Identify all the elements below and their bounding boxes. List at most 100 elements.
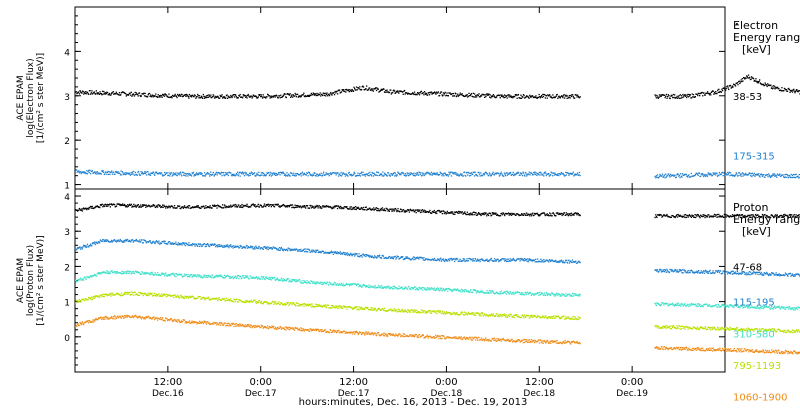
electron-point (164, 173, 166, 176)
electron-point (489, 96, 491, 98)
proton-point (434, 211, 436, 213)
proton-point (701, 215, 704, 218)
proton-point (360, 254, 363, 257)
proton-point (464, 211, 466, 213)
proton-point (509, 213, 511, 215)
proton-point (355, 206, 357, 208)
proton-point (437, 258, 439, 260)
proton-point (749, 271, 752, 273)
electron-point (510, 95, 512, 97)
proton-point (162, 241, 164, 243)
proton-point (362, 253, 365, 255)
proton-point (353, 208, 355, 210)
electron-point (480, 95, 483, 97)
electron-point (192, 171, 195, 174)
electron-point (258, 174, 261, 177)
proton-point (530, 258, 532, 261)
electron-point (772, 173, 774, 175)
proton-point (656, 214, 659, 216)
electron-point (165, 94, 167, 96)
electron-point (256, 172, 258, 174)
electron-point (718, 88, 720, 90)
electron-point (766, 174, 769, 176)
electron-point (654, 94, 656, 96)
proton-point (733, 273, 735, 275)
proton-point (538, 214, 540, 216)
proton-point (465, 259, 468, 262)
electron-point (789, 175, 791, 177)
electron-point (708, 94, 711, 96)
proton-point (375, 256, 377, 258)
proton-point (348, 208, 350, 210)
proton-point (412, 256, 414, 258)
proton-point (186, 206, 188, 208)
proton-point (743, 271, 745, 274)
electron-point (443, 92, 446, 95)
proton-point (285, 249, 287, 251)
electron-point (369, 87, 371, 89)
electron-point (503, 175, 505, 177)
electron-point (710, 173, 712, 175)
electron-point (83, 171, 85, 173)
electron-point (232, 174, 234, 177)
proton-point (376, 256, 378, 258)
electron-point (137, 93, 139, 96)
proton-point (418, 209, 420, 211)
electron-point (280, 171, 282, 173)
proton-point (288, 205, 290, 207)
proton-point (466, 258, 468, 260)
electron-point (449, 92, 451, 94)
electron-point (216, 174, 218, 176)
proton-point (757, 273, 759, 276)
proton-point (303, 248, 305, 251)
proton-point (775, 272, 777, 274)
proton-point (109, 206, 111, 208)
proton-point (568, 262, 571, 264)
proton-point (549, 259, 551, 262)
electron-point (127, 172, 129, 174)
electron-point (422, 92, 424, 94)
proton-point (525, 212, 528, 214)
proton-point (230, 204, 232, 206)
electron-point (499, 174, 501, 176)
proton-point (87, 207, 89, 210)
electron-point (448, 171, 450, 173)
proton-point (698, 270, 700, 272)
electron-point (698, 172, 701, 174)
electron-point (177, 173, 180, 175)
electron-point (788, 87, 790, 90)
proton-point (305, 251, 308, 253)
electron-point (239, 175, 241, 177)
electron-point (201, 173, 203, 175)
electron-point (493, 95, 495, 97)
proton-point (346, 207, 349, 210)
proton-point (524, 213, 526, 215)
electron-point (521, 95, 523, 98)
electron-point (773, 87, 775, 89)
proton-point (368, 208, 370, 210)
electron-point (161, 172, 163, 174)
proton-point (522, 258, 524, 261)
proton-point (314, 205, 316, 207)
electron-point (342, 89, 344, 92)
electron-point (452, 92, 454, 95)
electron-point (686, 175, 688, 177)
electron-point (193, 175, 195, 177)
proton-point (563, 212, 566, 214)
electron-point (329, 172, 332, 174)
electron-point (761, 175, 764, 177)
electron-point (148, 174, 150, 176)
proton-point (412, 258, 414, 260)
electron-point (701, 91, 703, 94)
proton-point (428, 211, 430, 213)
proton-point (514, 213, 516, 215)
electron-point (475, 96, 478, 98)
proton-point (197, 245, 199, 247)
electron-point (675, 97, 678, 99)
electron-point (759, 79, 761, 81)
electron-point (296, 173, 299, 175)
proton-point (207, 243, 209, 245)
electron-point (182, 95, 184, 98)
proton-point (376, 209, 378, 212)
electron-point (793, 176, 795, 179)
